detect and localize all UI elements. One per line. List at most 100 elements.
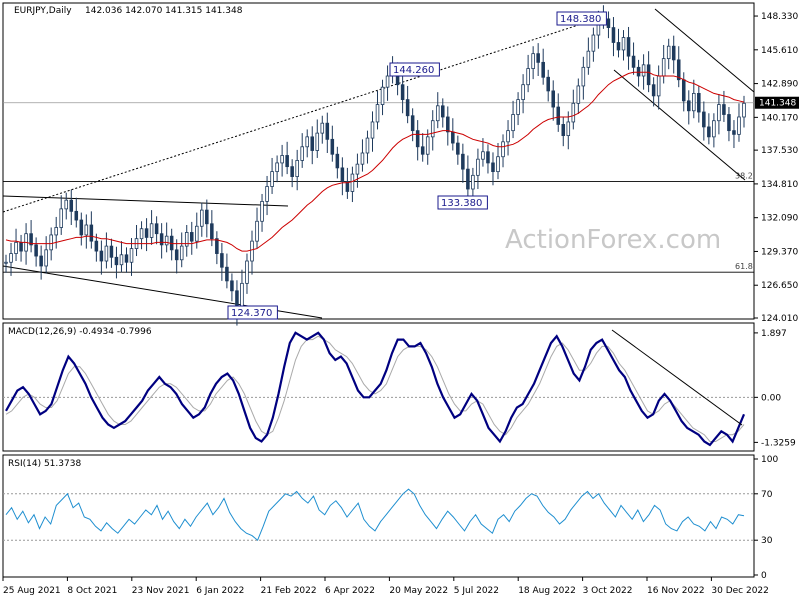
candle-body (295, 160, 299, 177)
candle-body (205, 209, 209, 225)
candle-body (74, 210, 79, 221)
candle-body (210, 223, 214, 240)
candle-body (84, 224, 89, 236)
candle-body (305, 136, 309, 148)
candle-body (461, 153, 465, 170)
price-annotations: 148.380 144.260 133.380 124.370 (227, 11, 607, 320)
candle-body (109, 245, 114, 258)
candle-body (451, 131, 455, 144)
price-annotation-box (437, 195, 488, 210)
rsi-panel-frame (2, 454, 755, 578)
macd-axis: 1.897 0.00 -1.3259 (754, 329, 796, 448)
price-annotation-label: 124.370 (231, 308, 272, 319)
price-tick-label: 124.010 (761, 314, 798, 324)
candle-body (551, 90, 555, 108)
macd-main-line (5, 331, 746, 447)
candle-body (410, 115, 415, 132)
candle-body (380, 86, 385, 105)
candle-body (586, 50, 591, 68)
date-tick-label: 5 Jul 2022 (454, 586, 499, 596)
date-tick-label: 18 Aug 2022 (518, 586, 576, 596)
candle-body (621, 37, 626, 51)
macd-panel-frame (2, 322, 755, 452)
candle-body (501, 141, 505, 158)
date-tick-label: 30 Dec 2022 (711, 586, 769, 596)
candle-body (350, 173, 355, 192)
candle-body (415, 130, 420, 148)
candle-body (671, 45, 676, 61)
falling-channel-lower (613, 69, 746, 181)
candle-body (541, 61, 545, 78)
candle-body (571, 102, 576, 123)
candle-body (496, 156, 500, 173)
upper-channel-line-left (2, 195, 289, 207)
macd-signal-line (5, 335, 745, 442)
price-tick-label: 126.650 (761, 281, 798, 291)
candle-body (425, 136, 430, 155)
candle-body (119, 254, 124, 266)
candle-body (79, 219, 84, 236)
candle-body (641, 64, 646, 77)
candle-body (646, 64, 651, 86)
candle-body (420, 146, 425, 155)
rsi-tick-label: 0 (761, 571, 767, 581)
candle-body (471, 174, 475, 190)
candle-body (702, 111, 706, 128)
candle-body (732, 130, 736, 135)
candle-body (491, 162, 495, 173)
current-price-label: 141.348 (759, 99, 796, 109)
candle-body (676, 59, 681, 81)
candle-body (189, 232, 194, 242)
candle-body (220, 253, 224, 268)
macd-tick-label: -1.3259 (761, 438, 796, 448)
price-annotation-label: 148.380 (560, 14, 601, 25)
candle-body (446, 116, 450, 133)
candle-body (661, 58, 666, 77)
candle-body (164, 235, 169, 246)
candle-body (124, 254, 129, 263)
candle-body (712, 120, 716, 138)
candle-body (606, 18, 611, 28)
candle-body (481, 151, 485, 160)
candle-body (99, 250, 104, 262)
candle-body (300, 146, 304, 161)
candle-body (636, 66, 641, 77)
candle-body (19, 241, 23, 252)
candle-body (230, 280, 234, 292)
candle-body (255, 220, 259, 242)
rsi-grid (3, 493, 754, 541)
candle-body (9, 253, 13, 263)
candle-body (365, 137, 370, 154)
candle-body (285, 155, 289, 168)
macd-tick-label: 0.00 (761, 393, 781, 403)
candle-body (270, 171, 274, 187)
candle-body (611, 27, 616, 43)
chart-ohlc: 142.036 142.070 141.315 141.348 (85, 6, 243, 16)
date-tick-label: 16 Nov 2022 (647, 586, 705, 596)
candle-body (375, 104, 380, 123)
candle-body (265, 186, 269, 202)
price-grid: 38.2 61.8 (3, 102, 754, 273)
price-annotation-label: 133.380 (441, 198, 482, 209)
rsi-tick-label: 70 (761, 490, 773, 500)
candle-body (370, 121, 375, 139)
candle-body (330, 138, 335, 155)
candle-body (697, 92, 701, 113)
candle-body (4, 261, 8, 264)
candle-body (195, 225, 199, 242)
candle-body (681, 79, 686, 102)
macd-title: MACD(12,26,9) -0.4934 -0.7996 (8, 327, 152, 337)
candle-body (666, 45, 671, 60)
candle-body (290, 166, 294, 177)
candle-body (335, 153, 340, 169)
price-candles (4, 5, 746, 326)
rsi-tick-label: 100 (761, 455, 778, 465)
price-annotation-box (389, 62, 440, 77)
candle-body (506, 130, 510, 143)
candle-body (340, 167, 345, 182)
rsi-line (5, 488, 745, 542)
price-annotation-box (556, 11, 607, 26)
candle-body (325, 122, 330, 140)
candle-body (139, 228, 144, 240)
